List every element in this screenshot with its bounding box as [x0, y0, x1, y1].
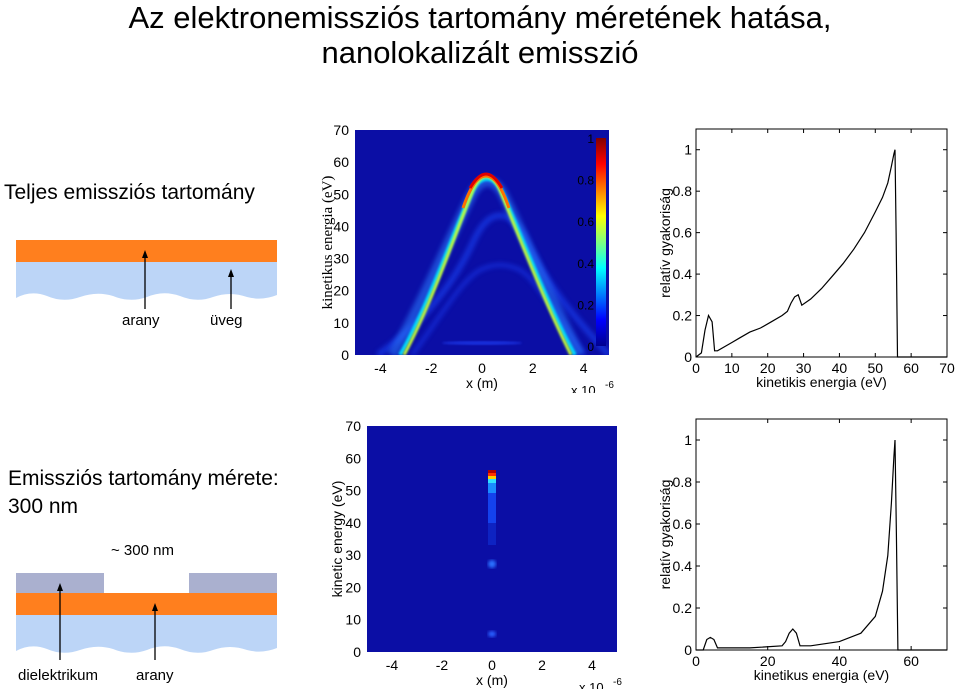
y-tick-label: 0: [353, 644, 361, 660]
width-label: ~ 300 nm: [111, 542, 174, 559]
y-tick-label: 0: [684, 349, 692, 365]
plot-frame: [695, 128, 948, 358]
row1-label: Teljes emissziós tartomány: [4, 181, 255, 204]
diagram-localized-emission: [16, 573, 277, 660]
plot-area: [355, 130, 609, 355]
x-tick-label: 60: [903, 360, 919, 376]
y-tick-label: 30: [333, 251, 349, 267]
glass-label: üveg: [210, 312, 243, 329]
x-tick-label: 4: [588, 657, 596, 673]
y-tick-label: 70: [333, 122, 349, 138]
x-axis-label: kinetikis energia (eV): [756, 374, 887, 390]
y-tick-label: 60: [345, 450, 361, 466]
x-tick-label: 0: [692, 653, 700, 669]
x-tick-label: -4: [386, 657, 399, 673]
x-axis-label: x (m): [476, 672, 508, 688]
row2-label-line1: Emissziós tartomány mérete:: [8, 467, 279, 490]
x-tick-label: 60: [903, 653, 919, 669]
y-tick-label: 40: [345, 515, 361, 531]
gold-label: arany: [122, 312, 160, 329]
y-tick-label: 0: [341, 347, 349, 363]
y-axis-label: relatív gyakoriság: [657, 480, 673, 590]
series-line: [696, 439, 947, 651]
x-tick-label: -2: [425, 360, 438, 376]
x-scale-label: x 10: [579, 680, 604, 689]
plot-frame: [695, 418, 948, 651]
x-axis-label: x (m): [466, 375, 498, 391]
x-scale-exponent: -6: [605, 380, 614, 391]
diagram-full-emission: [16, 240, 277, 309]
y-axis-label: kinetikus energia (eV): [320, 176, 336, 310]
gold-layer: [16, 593, 277, 615]
gold-label-bottom: arany: [136, 667, 174, 684]
y-tick-label: 0.6: [673, 225, 693, 241]
y-tick-label: 60: [333, 154, 349, 170]
x-tick-label: 2: [538, 657, 546, 673]
colorbar-tick-label: 0.2: [577, 298, 594, 312]
y-tick-label: 0.2: [673, 308, 693, 324]
x-tick-label: 0: [488, 657, 496, 673]
colorbar: [596, 138, 606, 346]
y-tick-label: 10: [333, 315, 349, 331]
y-tick-label: 50: [333, 186, 349, 202]
glass-substrate: [16, 262, 277, 300]
x-tick-label: 40: [832, 360, 848, 376]
y-tick-label: 0.2: [673, 600, 693, 616]
glass-substrate: [16, 615, 277, 653]
x-tick-label: 4: [580, 360, 588, 376]
y-tick-label: 1: [684, 432, 692, 448]
emission-arcs: [376, 172, 609, 355]
colorbar-tick-label: 0: [587, 340, 594, 354]
series-line: [695, 149, 947, 358]
colorbar-tick-label: 0.4: [577, 257, 594, 271]
x-tick-label: 0: [478, 360, 486, 376]
colorbar-tick-label: 0.6: [577, 215, 594, 229]
heatmap-localized-emission: 0 10 20 30 40 50 60 70 -4 -2 0 2 4 x (m) x 10 -6 kinetic…: [329, 418, 622, 689]
y-tick-label: 0.8: [673, 183, 693, 199]
y-axis-label: kinetic energy (eV): [329, 481, 345, 598]
x-tick-label: 30: [796, 360, 812, 376]
x-scale-exponent: -6: [613, 677, 622, 688]
x-tick-label: 50: [867, 360, 883, 376]
y-tick-label: 0: [684, 642, 692, 658]
y-tick-label: 40: [333, 218, 349, 234]
y-tick-label: 0.6: [673, 516, 693, 532]
dielectric-label: dielektrikum: [18, 667, 99, 684]
x-tick-label: 0: [692, 360, 700, 376]
x-tick-label: 70: [939, 360, 955, 376]
x-axis-label: kinetikus energia (eV): [754, 667, 889, 683]
x-tick-label: 20: [760, 360, 776, 376]
y-tick-label: 20: [333, 283, 349, 299]
y-tick-label: 10: [345, 612, 361, 628]
colorbar-tick-label: 0.8: [577, 174, 594, 188]
line-chart-localized-emission: 0 0.2 0.4 0.6 0.8 1 0 20 40 60 kinetikus energia (…: [657, 418, 948, 683]
y-tick-label: 50: [345, 483, 361, 499]
x-tick-label: -4: [374, 360, 387, 376]
y-axis-label: relatív gyakoriság: [657, 188, 673, 298]
y-tick-label: 0.8: [673, 474, 693, 490]
page-title-line1: Az elektronemissziós tartomány méretének…: [128, 0, 832, 35]
x-tick-label: 20: [760, 653, 776, 669]
x-scale-label: x 10: [571, 383, 596, 393]
gold-layer: [16, 240, 277, 262]
colorbar-tick-label: 1: [587, 132, 594, 146]
y-tick-label: 1: [684, 142, 692, 158]
row2-label-line2: 300 nm: [8, 495, 79, 518]
y-tick-label: 70: [345, 418, 361, 434]
y-tick-label: 30: [345, 547, 361, 563]
x-tick-label: -2: [436, 657, 449, 673]
page-title-line2: nanolokalizált emisszió: [321, 35, 639, 70]
y-tick-label: 0.4: [673, 266, 693, 282]
y-tick-label: 0.4: [673, 558, 693, 574]
x-tick-label: 2: [529, 360, 537, 376]
x-tick-label: 10: [724, 360, 740, 376]
dielectric-right: [189, 573, 277, 593]
y-tick-label: 20: [345, 579, 361, 595]
emission-spots: [488, 470, 496, 637]
x-tick-label: 40: [832, 653, 848, 669]
